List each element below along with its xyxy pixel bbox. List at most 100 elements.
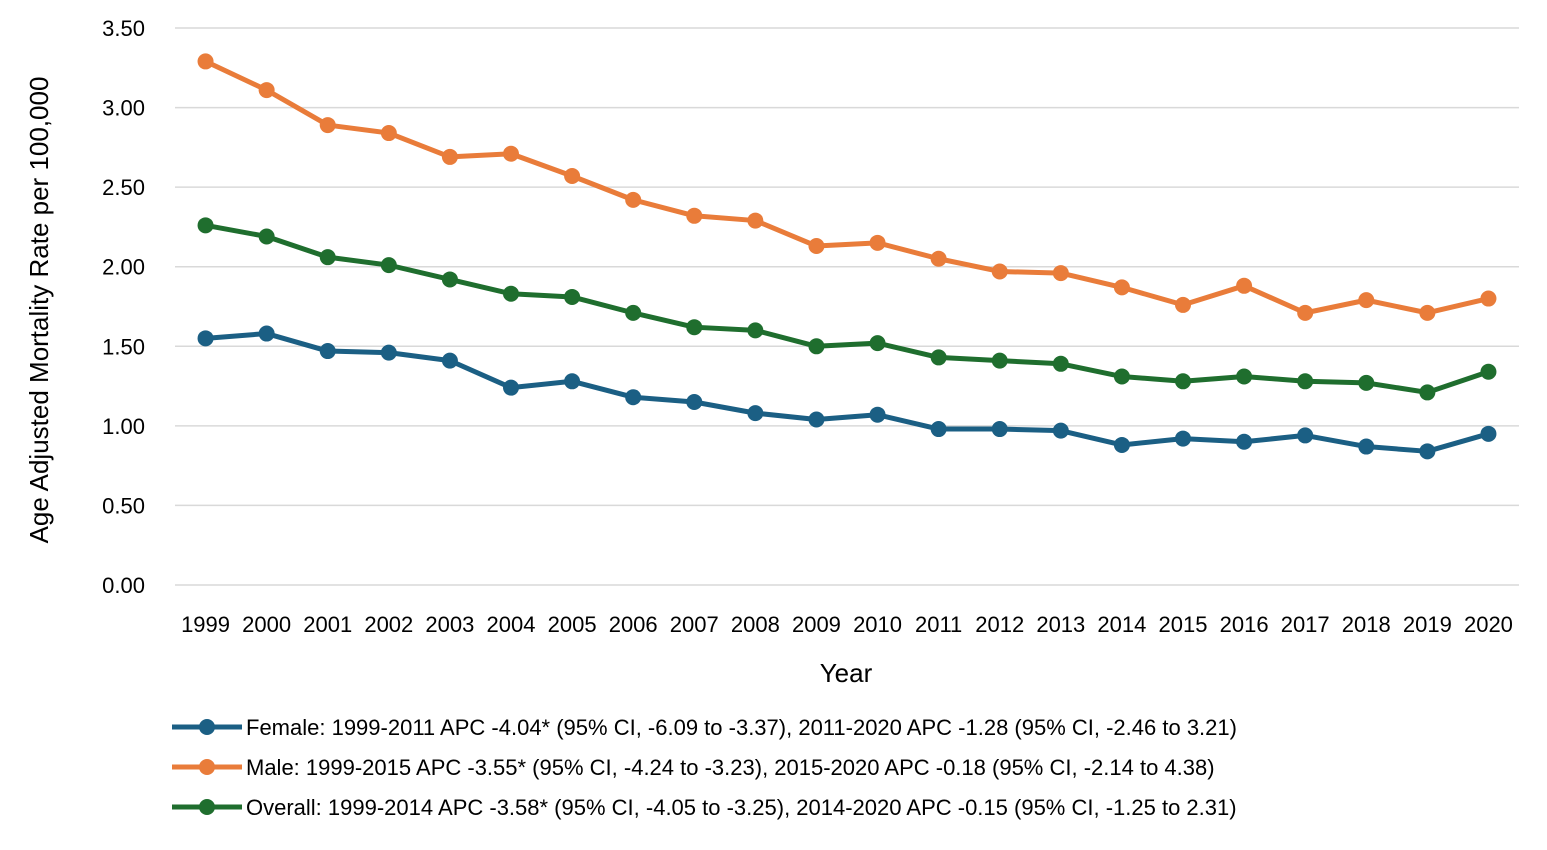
data-point	[991, 352, 1008, 369]
x-tick-label: 2011	[915, 612, 962, 637]
data-point	[1297, 304, 1314, 321]
data-point	[564, 288, 581, 305]
data-point	[380, 125, 397, 142]
x-tick-label: 2008	[731, 612, 780, 637]
data-point	[1358, 374, 1375, 391]
data-point	[869, 335, 886, 352]
data-point	[1052, 265, 1069, 282]
data-point	[930, 250, 947, 267]
data-point	[1175, 430, 1191, 447]
series-line	[203, 58, 1491, 316]
data-point	[991, 263, 1008, 280]
data-point	[1419, 304, 1436, 321]
x-tick-label: 2015	[1159, 612, 1208, 637]
data-point	[258, 325, 275, 342]
data-point	[441, 148, 458, 165]
data-point	[1113, 436, 1130, 453]
data-point	[808, 411, 825, 428]
y-tick-label: 0.00	[102, 573, 145, 598]
data-point	[686, 207, 703, 224]
x-tick-label: 2014	[1097, 612, 1146, 637]
data-point	[1113, 279, 1130, 296]
data-point	[197, 330, 214, 347]
x-tick-label: 2000	[242, 612, 291, 637]
data-point	[1236, 277, 1253, 294]
series-line	[203, 222, 1491, 395]
series-0	[197, 325, 1497, 460]
legend-label: Overall: 1999-2014 APC -3.58* (95% CI, -…	[246, 795, 1237, 820]
data-point	[1113, 368, 1130, 385]
data-point	[1480, 425, 1497, 442]
data-point	[930, 349, 947, 366]
y-tick-label: 3.00	[102, 96, 145, 121]
legend-label: Female: 1999-2011 APC -4.04* (95% CI, -6…	[246, 715, 1237, 740]
x-tick-label: 2001	[303, 612, 352, 637]
series-2	[197, 217, 1497, 401]
data-point	[686, 393, 703, 410]
data-point	[503, 285, 519, 302]
legend-item: Male: 1999-2015 APC -3.55* (95% CI, -4.2…	[172, 755, 1215, 780]
data-point	[808, 338, 825, 355]
data-point	[503, 145, 519, 162]
x-tick-label: 2012	[975, 612, 1024, 637]
x-tick-label: 2019	[1403, 612, 1452, 637]
y-tick-label: 1.50	[102, 334, 145, 359]
x-tick-label: 2002	[364, 612, 413, 637]
y-tick-label: 1.00	[102, 414, 145, 439]
x-tick-label: 2009	[792, 612, 841, 637]
x-axis-ticks: 1999 2000 2001 2002 2003 2004 2005 2006 2007 2008…	[181, 612, 1513, 637]
data-point	[686, 319, 703, 336]
y-tick-label: 3.50	[102, 16, 145, 41]
x-tick-label: 2006	[609, 612, 658, 637]
x-tick-label: 2007	[670, 612, 719, 637]
data-point	[319, 249, 336, 266]
data-point	[380, 344, 397, 361]
x-tick-label: 2003	[425, 612, 474, 637]
data-point	[1175, 373, 1191, 390]
x-tick-label: 2020	[1464, 612, 1513, 637]
x-tick-label: 2005	[548, 612, 597, 637]
data-point	[564, 373, 581, 390]
data-point	[625, 191, 642, 208]
x-tick-label: 2017	[1281, 612, 1330, 637]
data-point	[991, 421, 1008, 438]
y-axis-ticks: 0.00 0.50 1.00 1.50 2.00 2.50 3.00 3.50	[102, 16, 145, 598]
series-line	[203, 331, 1491, 454]
x-tick-label: 2004	[487, 612, 536, 637]
legend-label: Male: 1999-2015 APC -3.55* (95% CI, -4.2…	[246, 755, 1215, 780]
data-point	[869, 234, 886, 251]
data-point	[503, 379, 519, 396]
y-tick-label: 0.50	[102, 493, 145, 518]
data-point	[869, 406, 886, 423]
data-point	[1419, 443, 1436, 460]
x-tick-label: 2018	[1342, 612, 1391, 637]
legend: Female: 1999-2011 APC -4.04* (95% CI, -6…	[172, 715, 1237, 820]
data-point	[1480, 290, 1497, 307]
data-point	[564, 168, 581, 185]
data-point	[747, 212, 764, 229]
data-point	[380, 257, 397, 274]
data-point	[1480, 363, 1497, 380]
data-point	[441, 352, 458, 369]
data-point	[258, 228, 275, 245]
y-axis-title: Age Adjusted Mortality Rate per 100,000	[24, 77, 54, 544]
legend-marker	[199, 719, 215, 735]
data-point	[197, 53, 214, 70]
data-point	[1358, 438, 1375, 455]
data-point	[1236, 368, 1253, 385]
x-tick-label: 2016	[1220, 612, 1269, 637]
data-point	[625, 304, 642, 321]
data-point	[319, 343, 336, 360]
data-point	[1358, 292, 1375, 309]
legend-item: Female: 1999-2011 APC -4.04* (95% CI, -6…	[172, 715, 1237, 740]
data-point	[1175, 296, 1191, 313]
y-tick-label: 2.00	[102, 255, 145, 280]
data-point	[1236, 433, 1253, 450]
data-point	[1419, 384, 1436, 401]
legend-marker	[199, 759, 215, 775]
x-tick-label: 1999	[181, 612, 230, 637]
x-tick-label: 2013	[1036, 612, 1085, 637]
x-axis-title: Year	[820, 658, 873, 688]
data-point	[1052, 355, 1069, 372]
